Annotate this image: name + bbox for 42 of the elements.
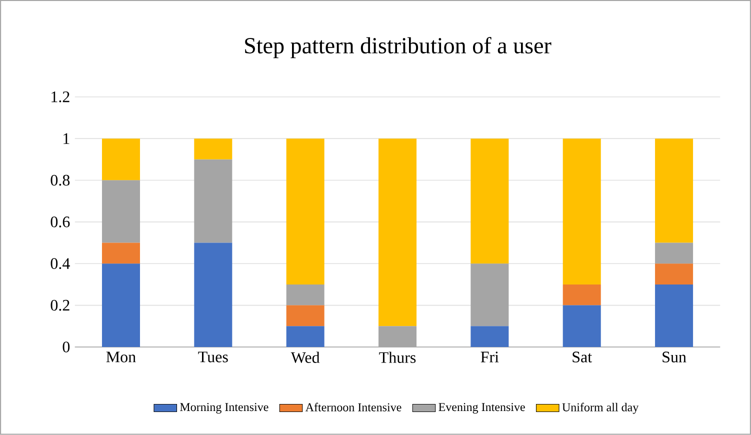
legend-label: Afternoon Intensive	[305, 402, 402, 412]
legend-label: Morning Intensive	[180, 403, 268, 414]
bar	[378, 138, 417, 326]
bar	[562, 284, 601, 306]
y-tick-label: 0	[62, 342, 70, 352]
bar	[655, 138, 694, 243]
chart-title: Step pattern distribution of a user	[245, 37, 552, 58]
x-tick-label: Tues	[198, 352, 228, 362]
bar	[102, 264, 140, 348]
x-tick-label: Fri	[480, 352, 499, 362]
bar	[562, 305, 601, 348]
legend-label: Uniform all day	[562, 402, 639, 414]
bar	[286, 284, 324, 306]
bar	[102, 180, 140, 243]
bar	[102, 242, 140, 264]
y-tick-label: 0.6	[50, 216, 70, 228]
bar	[562, 138, 601, 285]
bar	[655, 242, 694, 264]
bar	[470, 264, 509, 326]
bar	[286, 305, 324, 326]
y-tick-label: 1	[64, 133, 70, 144]
bar	[470, 326, 509, 348]
x-tick-label: Sun	[662, 352, 686, 362]
x-tick-label: Wed	[290, 352, 320, 364]
y-tick-label: 0.8	[50, 174, 70, 186]
bar	[655, 284, 694, 348]
bar	[194, 138, 232, 160]
bar	[286, 138, 324, 285]
bar	[194, 242, 232, 348]
bar	[286, 326, 324, 348]
y-tick-label: 1.2	[52, 92, 70, 102]
y-tick-label: 0.2	[50, 300, 70, 311]
bar	[470, 138, 509, 264]
bar	[655, 264, 694, 285]
bar	[102, 138, 140, 180]
bar	[194, 159, 232, 243]
legend-label: Evening Intensive	[438, 403, 525, 414]
x-tick-label: Sat	[572, 352, 592, 362]
bar	[378, 326, 417, 348]
x-tick-label: Thurs	[379, 352, 416, 364]
y-tick-label: 0.4	[50, 258, 70, 270]
x-tick-label: Mon	[106, 352, 136, 362]
